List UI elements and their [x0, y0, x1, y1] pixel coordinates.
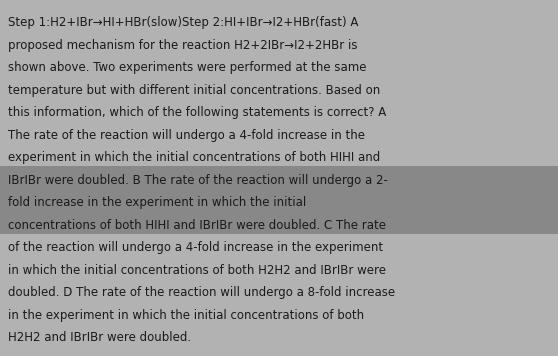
Text: in which the initial concentrations of both H2H2 and IBrIBr were: in which the initial concentrations of b…	[8, 264, 386, 277]
Text: in the experiment in which the initial concentrations of both: in the experiment in which the initial c…	[8, 309, 364, 322]
Bar	[0, 188, 558, 211]
Text: fold increase in the experiment in which the initial: fold increase in the experiment in which…	[8, 197, 306, 209]
Text: H2H2 and IBrIBr were doubled.: H2H2 and IBrIBr were doubled.	[8, 331, 191, 345]
Text: proposed mechanism for the reaction H2+2IBr→I2+2HBr is: proposed mechanism for the reaction H2+2…	[8, 39, 358, 52]
Text: The rate of the reaction will undergo a 4-fold increase in the: The rate of the reaction will undergo a …	[8, 129, 365, 142]
Text: temperature but with different initial concentrations. Based on: temperature but with different initial c…	[8, 84, 380, 97]
Text: doubled. D The rate of the reaction will undergo a 8-fold increase: doubled. D The rate of the reaction will…	[8, 287, 395, 299]
Text: shown above. Two experiments were performed at the same: shown above. Two experiments were perfor…	[8, 62, 367, 74]
Bar	[0, 210, 558, 234]
Text: Step 1:H2+IBr→HI+HBr(slow)Step 2:HI+IBr→I2+HBr(fast) A: Step 1:H2+IBr→HI+HBr(slow)Step 2:HI+IBr→…	[8, 16, 358, 30]
Text: concentrations of both HIHI and IBrIBr were doubled. C The rate: concentrations of both HIHI and IBrIBr w…	[8, 219, 386, 232]
Text: IBrIBr were doubled. B The rate of the reaction will undergo a 2-: IBrIBr were doubled. B The rate of the r…	[8, 174, 388, 187]
Text: this information, which of the following statements is correct? A: this information, which of the following…	[8, 106, 386, 120]
Text: experiment in which the initial concentrations of both HIHI and: experiment in which the initial concentr…	[8, 151, 380, 164]
Text: of the reaction will undergo a 4-fold increase in the experiment: of the reaction will undergo a 4-fold in…	[8, 241, 383, 255]
Bar	[0, 166, 558, 189]
